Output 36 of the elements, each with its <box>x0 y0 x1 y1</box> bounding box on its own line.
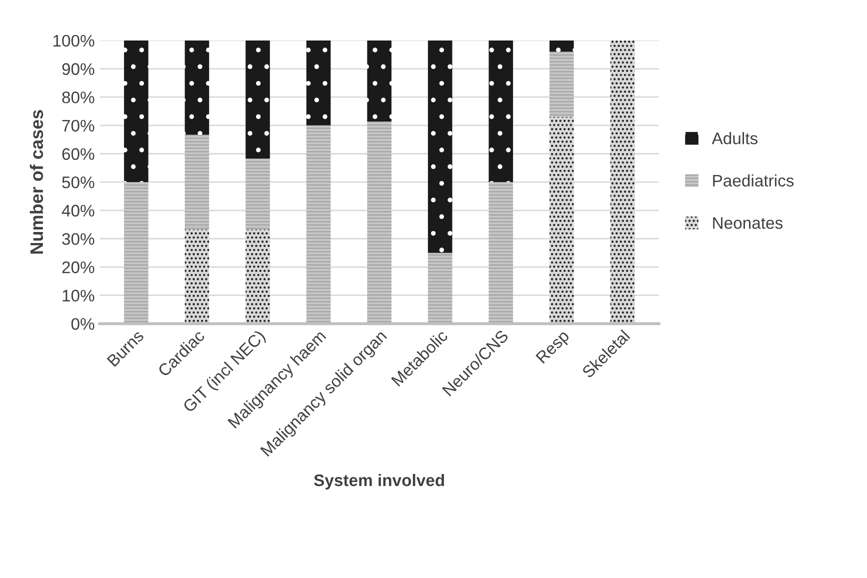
y-tick-label: 20% <box>62 261 94 274</box>
bar <box>124 182 148 324</box>
bar <box>488 182 514 324</box>
x-axis-title: System involved <box>314 474 444 490</box>
bar <box>246 229 270 324</box>
bar <box>306 40 331 126</box>
legend-label: Neonates <box>713 217 783 229</box>
bar <box>367 121 392 324</box>
y-axis-title: Number of cases <box>30 110 44 254</box>
y-tick-label: 100% <box>53 34 94 47</box>
legend-label: Paediatrics <box>713 174 794 187</box>
y-tick-label: 0% <box>71 318 94 330</box>
y-tick-label: 80% <box>62 92 94 104</box>
bar <box>184 229 210 324</box>
bar <box>550 52 574 117</box>
y-tick-label: 60% <box>62 148 94 160</box>
y-tick-label: 40% <box>62 204 94 217</box>
bar <box>124 40 148 182</box>
bar <box>488 40 514 182</box>
bar <box>246 158 270 230</box>
bar <box>428 252 452 324</box>
bar <box>550 116 574 324</box>
bar <box>246 40 270 159</box>
y-tick-label: 90% <box>62 63 94 75</box>
bar <box>184 134 210 230</box>
y-tick-label: 30% <box>62 233 94 245</box>
bar <box>428 40 452 253</box>
y-tick-label: 70% <box>62 120 94 132</box>
bar <box>306 125 331 324</box>
y-tick-label: 50% <box>62 176 94 188</box>
bar <box>550 40 574 52</box>
bar <box>184 40 210 135</box>
legend-label: Adults <box>712 132 758 144</box>
y-tick-label: 10% <box>62 290 94 302</box>
bar <box>367 40 392 122</box>
bar <box>610 40 635 324</box>
